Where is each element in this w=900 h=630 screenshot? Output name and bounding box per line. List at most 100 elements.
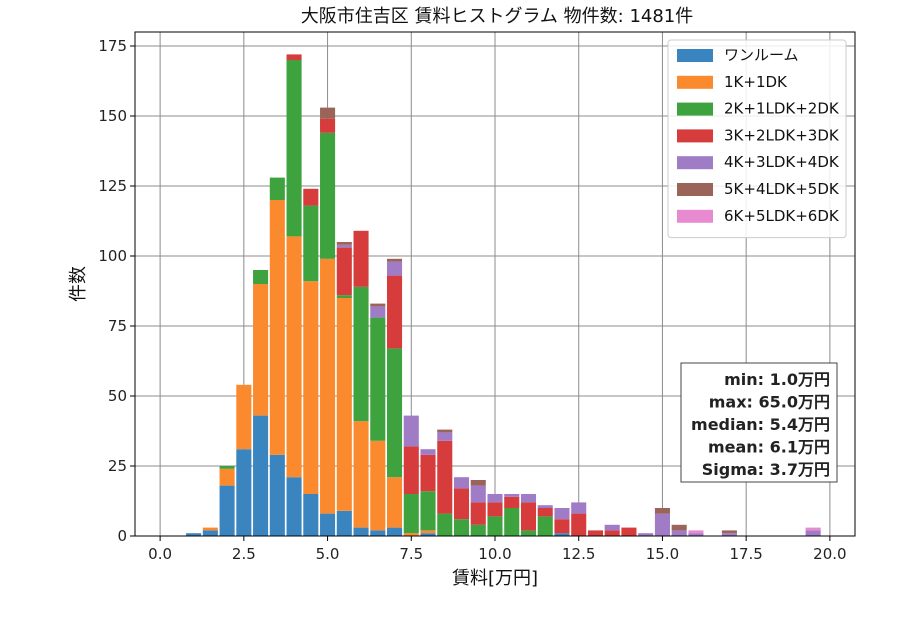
bar-segment: [219, 468, 235, 486]
bar-segment: [353, 421, 369, 528]
bar-segment: [336, 298, 352, 511]
bar-segment: [269, 177, 285, 200]
stats-line: Sigma: 3.7万円: [702, 460, 830, 479]
bar-segment: [621, 527, 637, 536]
bar-segment: [721, 530, 737, 534]
legend-swatch: [677, 49, 713, 62]
bar-segment: [202, 527, 218, 531]
x-tick-label: 10.0: [478, 545, 511, 563]
bar-segment: [420, 530, 436, 534]
stats-line: median: 5.4万円: [691, 415, 830, 434]
bar-segment: [571, 502, 587, 514]
bar-segment: [387, 275, 403, 349]
x-tick-label: 2.5: [232, 545, 256, 563]
stats-line: min: 1.0万円: [724, 370, 830, 389]
bar-segment: [470, 502, 486, 525]
x-axis-label: 賃料[万円]: [452, 568, 538, 589]
bar-segment: [453, 477, 470, 489]
bar-segment: [504, 508, 520, 536]
bar-segment: [387, 348, 403, 478]
bar-segment: [370, 317, 386, 441]
bar-segment: [370, 440, 386, 531]
bar-segment: [437, 440, 453, 514]
bar-segment: [420, 454, 436, 492]
bar-segment: [353, 230, 369, 287]
bar-segment: [336, 510, 352, 536]
bar-segment: [470, 524, 486, 536]
bar-segment: [370, 530, 386, 536]
bar-segment: [437, 432, 453, 441]
bar-segment: [671, 530, 687, 536]
x-tick-label: 15.0: [646, 545, 679, 563]
legend-swatch: [677, 183, 713, 196]
bar-segment: [671, 524, 687, 531]
bar-segment: [805, 527, 821, 531]
bar-segment: [654, 513, 670, 536]
y-tick-label: 75: [108, 317, 127, 335]
y-axis-ticks: 0 25 50 75 100 125 150 175: [98, 37, 135, 545]
bar-segment: [269, 200, 285, 455]
bar-segment: [688, 530, 704, 534]
bar-segment: [554, 533, 570, 536]
bar-segment: [604, 530, 620, 536]
y-tick-label: 100: [98, 247, 127, 265]
legend-swatch: [677, 209, 713, 223]
legend-label: 5K+4LDK+5DK: [724, 180, 840, 198]
stats-box: min: 1.0万円 max: 65.0万円 median: 5.4万円 mean: …: [680, 362, 838, 483]
y-tick-label: 175: [98, 37, 127, 55]
bar-segment: [504, 494, 520, 497]
bar-segment: [520, 502, 537, 531]
bar-segment: [186, 533, 202, 536]
bar-segment: [420, 491, 436, 531]
bar-segment: [353, 286, 369, 422]
bar-segment: [554, 508, 570, 520]
legend-swatch: [677, 129, 713, 143]
y-tick-label: 150: [98, 107, 127, 125]
y-tick-label: 25: [108, 457, 127, 475]
bar-segment: [253, 415, 269, 536]
bar-segment: [403, 415, 419, 447]
legend-swatch: [677, 102, 713, 116]
legend-label: 2K+1LDK+2DK: [724, 100, 840, 118]
bar-segment: [437, 429, 453, 433]
y-tick-label: 125: [98, 177, 127, 195]
bar-segment: [370, 303, 386, 307]
bar-segment: [303, 205, 319, 282]
legend-label: ワンルーム: [724, 46, 799, 64]
bar-segment: [370, 306, 386, 318]
bar-segment: [520, 530, 537, 536]
legend-label: 3K+2LDK+3DK: [724, 126, 840, 144]
bar-segment: [403, 494, 419, 534]
bar-segment: [387, 258, 403, 262]
bar-segment: [403, 446, 419, 494]
x-tick-label: 12.5: [562, 545, 595, 563]
bar-segment: [721, 533, 737, 536]
bar-segment: [253, 270, 269, 284]
bar-segment: [654, 508, 670, 514]
bar-segment: [303, 188, 319, 206]
bar-segment: [320, 132, 336, 259]
bar-segment: [236, 384, 252, 450]
legend: ワンルーム 1K+1DK 2K+1LDK+2DK 3K+2LDK+3DK 4K+3LDK…: [667, 39, 847, 239]
bar-segment: [387, 477, 403, 528]
x-tick-label: 17.5: [729, 545, 762, 563]
bar-segment: [336, 247, 352, 296]
bar-segment: [537, 508, 553, 517]
bar-segment: [219, 466, 235, 469]
bar-segment: [320, 513, 336, 536]
bar-segment: [253, 284, 269, 416]
bar-segment: [420, 449, 436, 455]
bar-segment: [587, 530, 603, 536]
bar-segment: [537, 516, 553, 536]
bar-segment: [520, 494, 537, 503]
chart-title: 大阪市住吉区 賃料ヒストグラム 物件数: 1481件: [301, 6, 694, 27]
bar-segment: [688, 533, 704, 536]
y-tick-label: 50: [108, 387, 127, 405]
bar-segment: [387, 261, 403, 276]
bar-segment: [286, 54, 302, 60]
bar-segment: [336, 244, 352, 248]
bar-segment: [303, 281, 319, 494]
stats-frame: [680, 362, 838, 483]
bar-segment: [487, 494, 503, 503]
stats-line: mean: 6.1万円: [708, 438, 830, 457]
